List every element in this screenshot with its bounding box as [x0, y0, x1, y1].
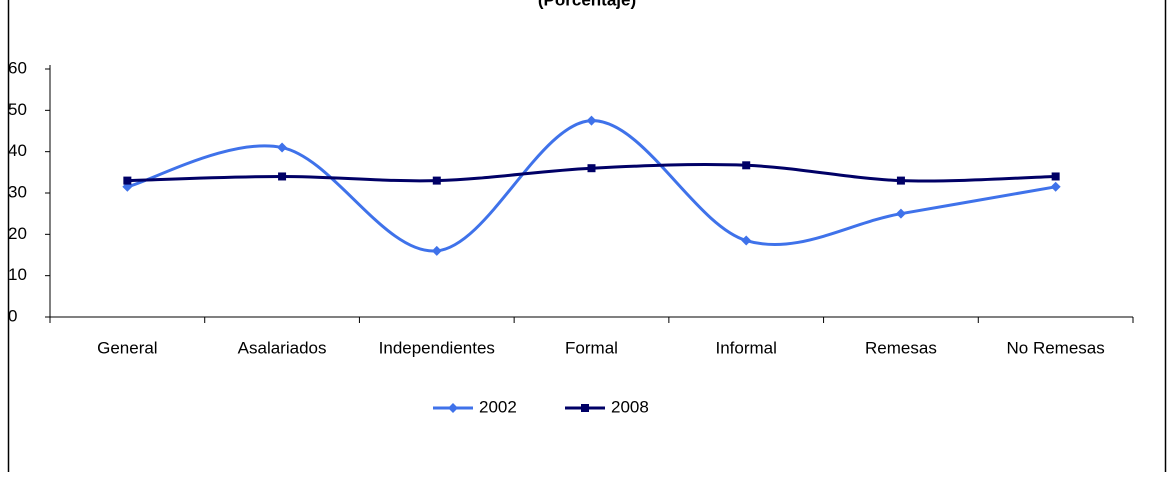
marker: [1050, 181, 1061, 192]
chart-title: (Porcentaje): [538, 0, 636, 9]
x-tick-label: Informal: [716, 338, 777, 357]
x-tick-label: Asalariados: [238, 338, 327, 357]
marker: [742, 161, 751, 170]
y-tick-label: 40: [8, 141, 27, 160]
legend-label: 2002: [479, 397, 517, 416]
marker: [432, 176, 441, 185]
y-tick-label: 50: [8, 100, 27, 119]
legend-label: 2008: [611, 397, 649, 416]
series-line: [126, 119, 1056, 253]
marker: [586, 115, 597, 126]
y-tick-label: 0: [8, 306, 17, 325]
marker: [123, 176, 132, 185]
chart-frame: [7, 0, 1167, 477]
y-tick-label: 30: [8, 182, 27, 201]
marker: [587, 164, 596, 173]
marker: [1051, 172, 1060, 181]
marker: [278, 172, 287, 181]
x-tick-label: General: [97, 338, 157, 357]
x-tick-label: Remesas: [865, 338, 937, 357]
y-tick-label: 10: [8, 265, 27, 284]
x-tick-label: Independientes: [379, 338, 495, 357]
marker: [431, 245, 442, 256]
marker: [895, 208, 906, 219]
x-tick-label: No Remesas: [1007, 338, 1105, 357]
y-tick-label: 20: [8, 224, 27, 243]
marker: [448, 403, 458, 413]
marker: [896, 176, 905, 185]
x-tick-label: Formal: [565, 338, 618, 357]
marker: [277, 142, 288, 153]
marker: [581, 404, 589, 412]
marker: [741, 235, 752, 246]
y-tick-label: 60: [8, 58, 27, 77]
